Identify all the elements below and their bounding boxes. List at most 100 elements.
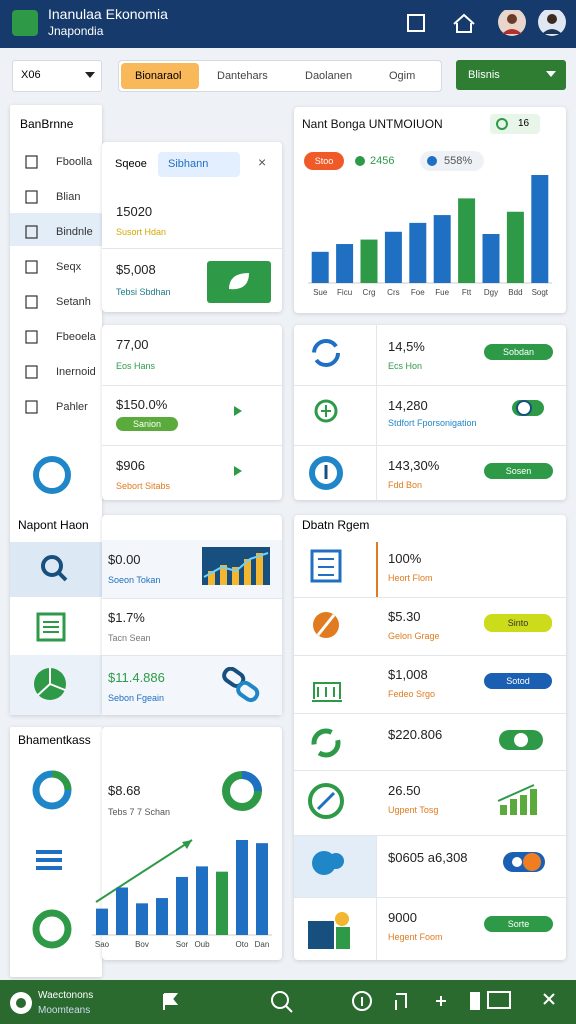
divider [294,445,566,446]
sidebar-item[interactable]: Fbeoela [56,331,96,343]
icon-shape [25,225,38,239]
divider [294,770,566,771]
sidebar-item[interactable]: Bindnle [56,226,93,238]
item-icon [25,260,38,274]
x-tick-label: Sao [95,940,110,949]
item-icon [25,155,38,169]
bar [384,231,402,283]
nav-logo[interactable] [8,990,34,1016]
item-icon [25,295,38,309]
stats-card: 77,00 Eos Hans $150.0% Sanion $906 Sebor… [102,325,282,500]
value: 14,280 [388,398,428,413]
tab[interactable]: Dantehars [217,70,268,82]
label: Fdd Bon [388,480,423,490]
badge[interactable]: 16 [490,114,540,134]
divider [294,597,566,598]
label: Hegent Foom [388,932,443,942]
card-tab[interactable]: Sibhann [168,158,209,170]
tab[interactable]: Ogim [389,70,416,82]
nav-item[interactable]: Waectonons [38,990,94,1001]
sidebar-item[interactable]: Fboolla [56,156,93,168]
dropdown-label: X06 [21,69,41,81]
card-tab[interactable]: Sqeoe [115,158,147,170]
bar [433,215,451,283]
value: $5.30 [388,609,421,624]
bar [176,876,188,935]
selected-item [10,213,102,246]
status-pill[interactable]: Sotod [484,673,552,689]
sidebar-item[interactable]: Pahler [56,401,88,413]
x-tick-label: Ficu [337,288,352,297]
divider [294,897,566,898]
label: Tacn Sean [108,633,151,643]
legend-pill[interactable]: Stoo [304,152,344,170]
status-pill[interactable]: Sorte [484,916,553,932]
tab[interactable]: Bionaraol [135,70,182,82]
legend-label[interactable]: 558% [444,155,473,167]
x-tick-label: Dan [255,940,270,949]
nav-item[interactable]: Moomteans [38,1005,91,1016]
divider [294,713,566,714]
x-tick-label: Sogt [532,288,549,297]
link-icon[interactable] [220,667,264,703]
dropdown-button[interactable]: Blisnis [456,60,566,90]
value: 143,30% [388,458,440,473]
accent [376,542,378,597]
sidebar-item[interactable]: Seqx [56,261,82,273]
x-tick-label: Dgy [484,288,498,297]
app-subtitle: Jnapondia [48,24,104,38]
sidebar-item[interactable]: Setanh [56,296,91,308]
value: 100% [388,551,422,566]
label: Heort Flom [388,573,433,583]
status-pill[interactable]: Sanion [116,417,178,431]
action-button[interactable] [207,261,271,303]
label: Soeon Tokan [108,575,161,585]
bar [458,198,476,283]
value: 14,5% [388,339,425,354]
status-pill[interactable]: Sobdan [484,344,553,360]
divider [102,248,282,249]
divider [294,385,566,386]
donut-icon [222,771,262,811]
icon-shape [25,260,38,274]
sidebar-item[interactable]: Blian [56,191,81,203]
bar [196,866,208,935]
toggle[interactable] [494,727,554,753]
toggle[interactable] [499,849,549,875]
value: $1,008 [388,667,428,682]
arrow[interactable] [232,465,244,477]
bar [482,234,500,283]
row-icons [308,549,350,949]
toggle-icon[interactable] [510,397,546,421]
status-pill[interactable]: Sosen [484,463,553,479]
icon-shape [25,190,38,204]
bar [336,244,354,283]
icon-shape [25,330,38,344]
close-button[interactable]: × [258,154,267,170]
value: $0605 a6,308 [388,850,468,865]
divider [102,655,282,656]
label: Eos Hans [116,361,156,371]
nav-icons[interactable] [150,980,570,1024]
sidebar-item[interactable]: Inernoid [56,366,96,378]
sidebar-icons[interactable] [10,542,102,715]
tab-group: Bionaraol Dantehars Daolanen Ogim [118,60,442,92]
value: $8.68 [108,783,141,798]
sidebar-panel: Bhamentkass [10,727,102,977]
tab[interactable]: Daolanen [305,70,353,82]
status-pill[interactable]: Sinto [484,614,552,632]
logo[interactable] [12,10,38,36]
header-icons[interactable] [400,10,576,40]
panel-icons[interactable] [10,757,102,977]
label: Gelon Grage [388,631,440,641]
arrow[interactable] [232,405,244,417]
value: $1.7% [108,610,145,625]
button-label: Blisnis [468,69,500,81]
x-tick-label: Oub [194,940,210,949]
legend-label[interactable]: 2456 [370,155,395,167]
data-card: Dbatn Rgem 100% Heort Flom $5.30 Gelon Grag… [294,515,566,960]
dropdown[interactable]: X06 [12,60,102,92]
value: 77,00 [116,337,149,352]
value: 26.50 [388,783,421,798]
